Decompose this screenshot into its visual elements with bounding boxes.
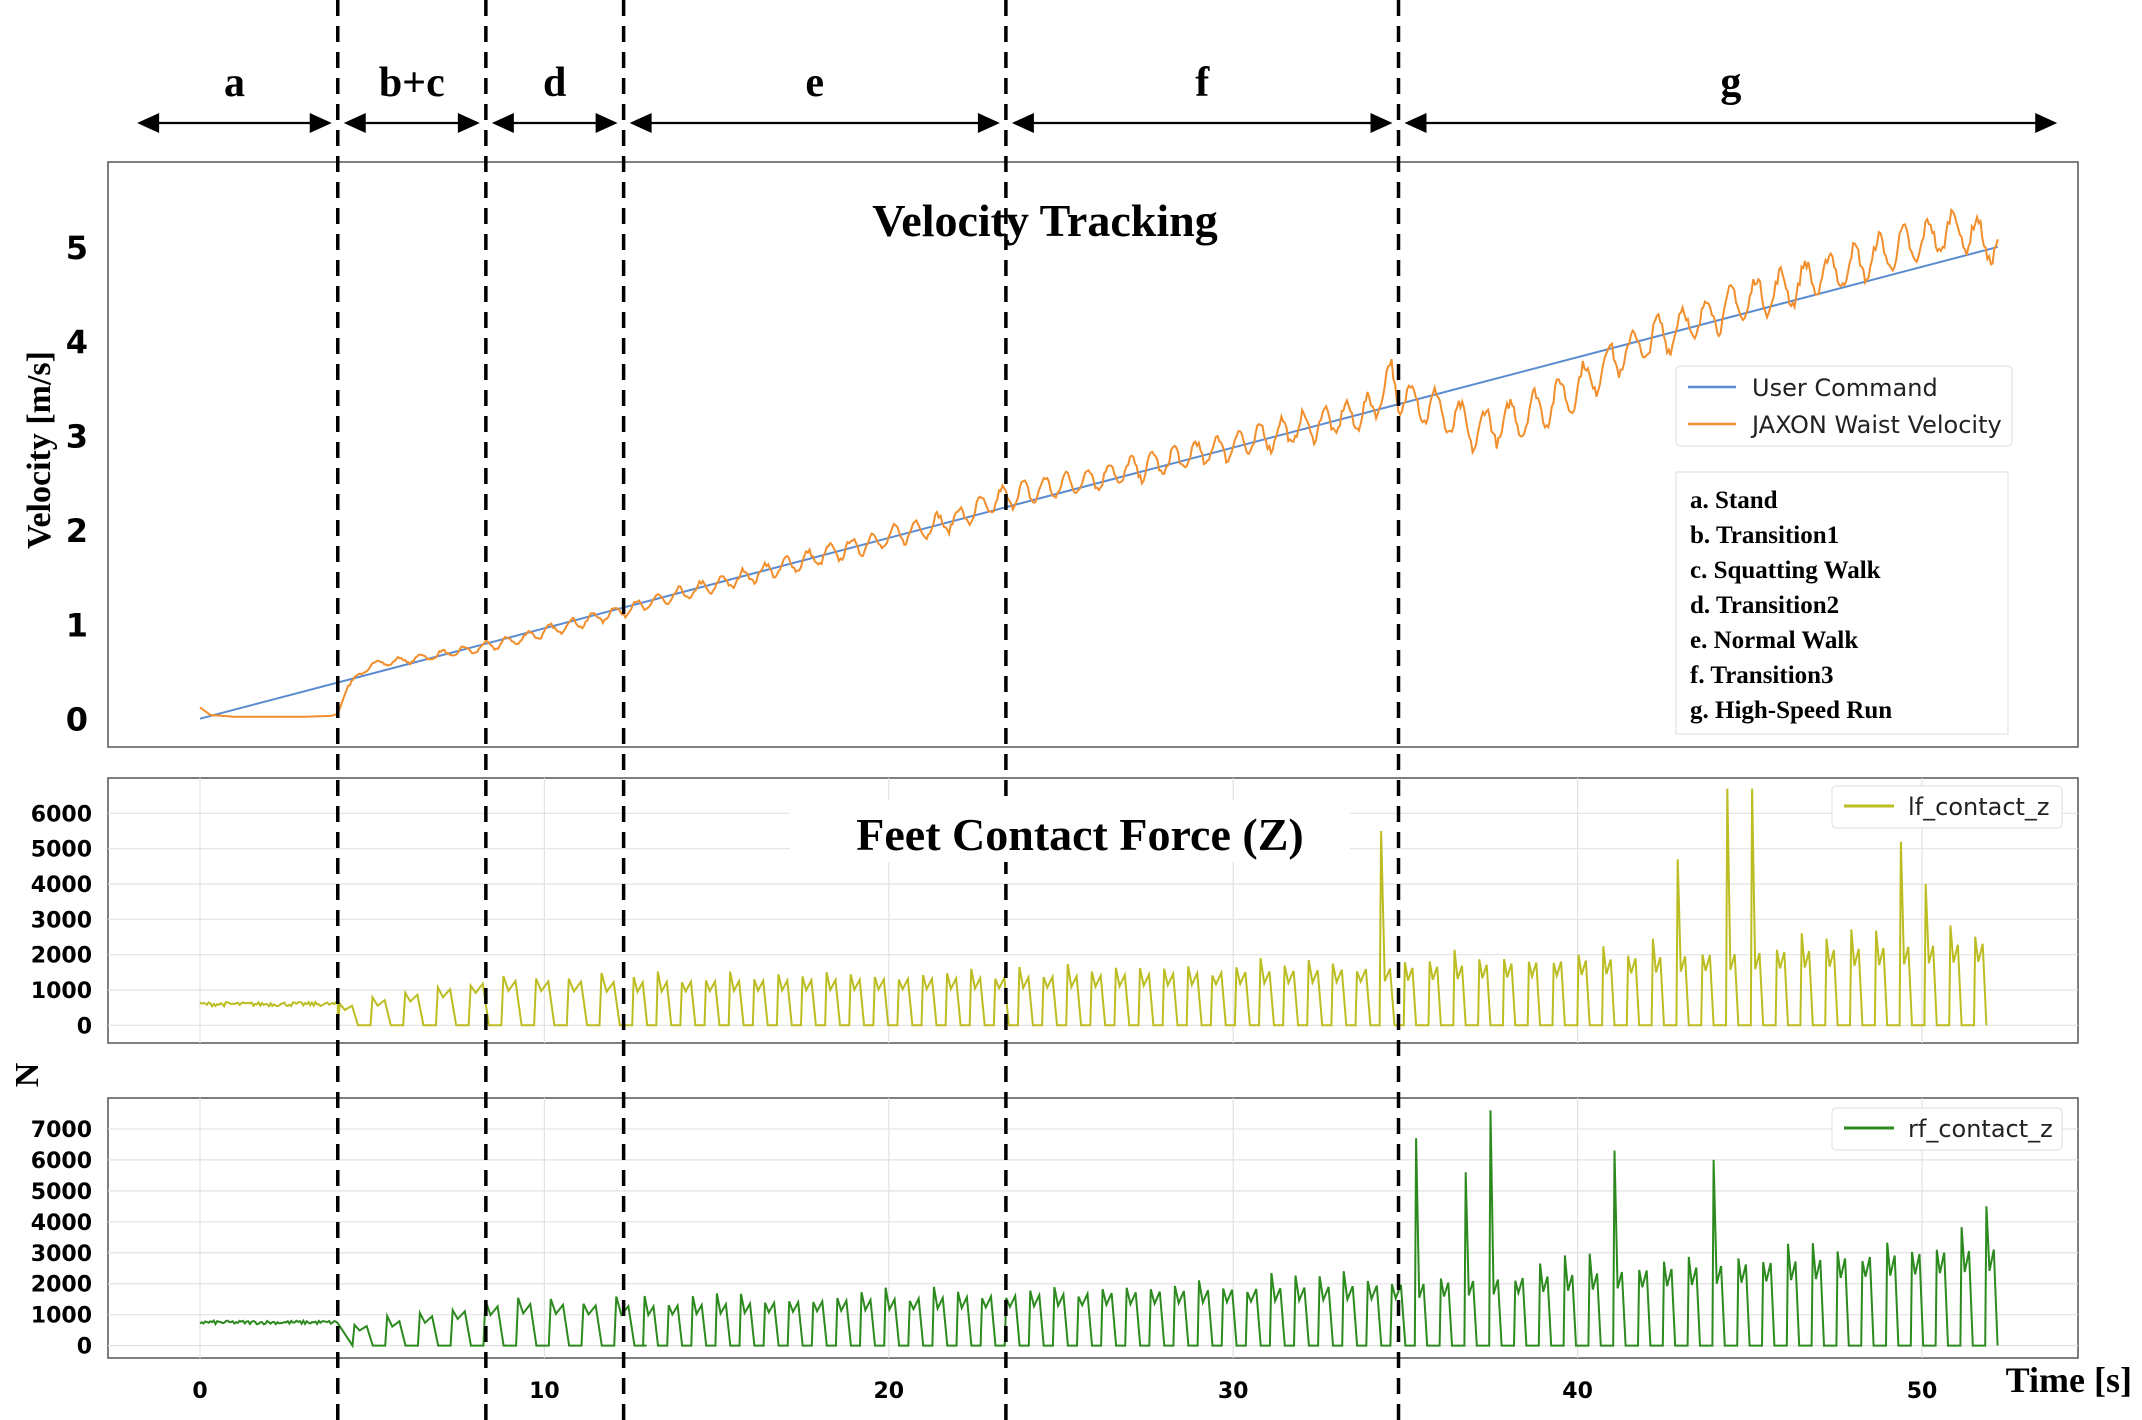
force-ytick: 6000 bbox=[31, 1149, 92, 1174]
velocity-panel-frame bbox=[107, 161, 2079, 748]
velocity-legend: User Command JAXON Waist Velocity bbox=[1675, 365, 2013, 447]
phase-desc-e: e. Normal Walk bbox=[1690, 627, 1858, 654]
force-ytick: 4000 bbox=[31, 1211, 92, 1236]
phase-dividers bbox=[336, 0, 1401, 1420]
waist-velocity-line bbox=[199, 207, 1999, 718]
phase-label: a bbox=[224, 60, 245, 106]
time-xtick: 30 bbox=[1218, 1379, 1249, 1404]
velocity-ytick: 4 bbox=[66, 323, 88, 361]
lf-legend: lf_contact_z bbox=[1831, 785, 2063, 829]
lf-panel-frame bbox=[107, 777, 2079, 1044]
velocity-ytick: 3 bbox=[66, 418, 88, 456]
force-ytick: 6000 bbox=[31, 802, 92, 827]
force-ylabel: N bbox=[9, 1062, 46, 1087]
legend-label-command: User Command bbox=[1752, 374, 1938, 402]
rf-legend: rf_contact_z bbox=[1831, 1107, 2063, 1151]
rf-panel-frame bbox=[107, 1097, 2079, 1359]
phase-desc-d: d. Transition2 bbox=[1690, 592, 1839, 619]
phase-arrow-head-right bbox=[977, 113, 1000, 133]
series-lines bbox=[199, 207, 1999, 1349]
velocity-ytick: 5 bbox=[66, 229, 88, 267]
force-ytick: 3000 bbox=[31, 1242, 92, 1267]
phase-arrow-head-right bbox=[595, 113, 618, 133]
legend-label-waist: JAXON Waist Velocity bbox=[1750, 411, 2002, 439]
phase-arrow-head-left bbox=[1404, 113, 1427, 133]
tick-labels: 0123450100020003000400050006000010002000… bbox=[31, 229, 1938, 1404]
lf-contact-line bbox=[199, 788, 1988, 1027]
phase-desc-c: c. Squatting Walk bbox=[1690, 557, 1881, 584]
force-ytick: 2000 bbox=[31, 1273, 92, 1298]
time-xlabel: Time [s] bbox=[2006, 1360, 2132, 1400]
phase-desc-b: b. Transition1 bbox=[1690, 522, 1839, 549]
legend-label-rf: rf_contact_z bbox=[1908, 1115, 2053, 1143]
velocity-ytick: 0 bbox=[66, 701, 88, 739]
phase-arrow-head-right bbox=[457, 113, 480, 133]
velocity-ylabel: Velocity [m/s] bbox=[21, 351, 58, 549]
velocity-ytick: 2 bbox=[66, 512, 88, 550]
phase-arrow-head-left bbox=[1011, 113, 1034, 133]
time-xtick: 10 bbox=[529, 1379, 560, 1404]
force-ytick: 0 bbox=[77, 1014, 92, 1039]
phase-arrow-head-left bbox=[137, 113, 160, 133]
phase-desc-a: a. Stand bbox=[1690, 487, 1778, 514]
phase-arrow-head-right bbox=[2035, 113, 2058, 133]
force-ytick: 1000 bbox=[31, 979, 92, 1004]
phase-label: f bbox=[1195, 60, 1210, 106]
phase-legend-box: a. Stand b. Transition1 c. Squatting Wal… bbox=[1675, 471, 2009, 735]
grid-lines bbox=[108, 778, 2078, 1358]
force-ytick: 0 bbox=[77, 1335, 92, 1360]
time-xtick: 50 bbox=[1907, 1379, 1938, 1404]
force-ytick: 5000 bbox=[31, 838, 92, 863]
phase-annotations: a b+c d e f g bbox=[137, 60, 2058, 133]
phase-arrow-head-left bbox=[343, 113, 366, 133]
force-ytick: 2000 bbox=[31, 944, 92, 969]
time-xtick: 20 bbox=[873, 1379, 904, 1404]
rf-contact-line bbox=[199, 1110, 1999, 1349]
phase-label: g bbox=[1720, 60, 1741, 106]
force-ytick: 4000 bbox=[31, 873, 92, 898]
phase-arrow-head-left bbox=[629, 113, 652, 133]
velocity-ytick: 1 bbox=[66, 606, 88, 644]
phase-label: b+c bbox=[379, 60, 445, 106]
force-ytick: 5000 bbox=[31, 1180, 92, 1205]
phase-arrow-head-right bbox=[1370, 113, 1393, 133]
phase-arrow-head-right bbox=[309, 113, 332, 133]
time-xtick: 0 bbox=[192, 1379, 207, 1404]
phase-label: e bbox=[805, 60, 824, 106]
phase-arrow-head-left bbox=[491, 113, 514, 133]
force-ytick: 7000 bbox=[31, 1118, 92, 1143]
phase-desc-g: g. High-Speed Run bbox=[1690, 697, 1892, 724]
force-ytick: 1000 bbox=[31, 1304, 92, 1329]
velocity-title: Velocity Tracking bbox=[872, 195, 1217, 246]
force-title: Feet Contact Force (Z) bbox=[856, 809, 1303, 860]
force-ytick: 3000 bbox=[31, 908, 92, 933]
legend-label-lf: lf_contact_z bbox=[1908, 793, 2050, 821]
phase-desc-f: f. Transition3 bbox=[1690, 662, 1834, 689]
time-xtick: 40 bbox=[1562, 1379, 1593, 1404]
force-title-bg bbox=[790, 800, 1350, 862]
phase-label: d bbox=[543, 60, 566, 106]
